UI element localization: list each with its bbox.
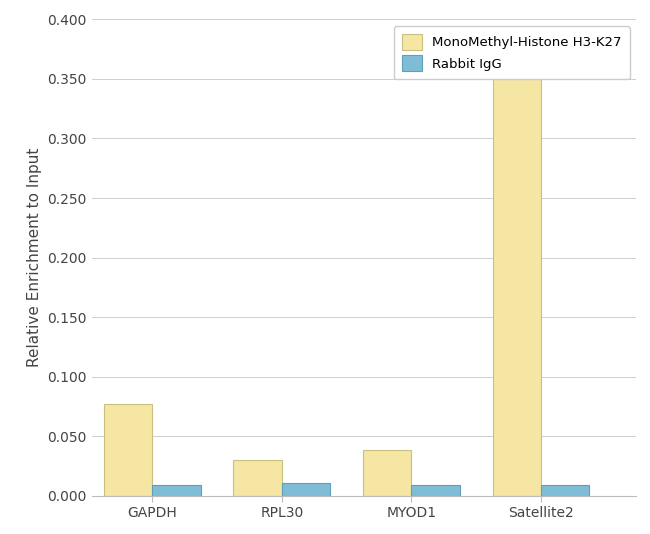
Y-axis label: Relative Enrichment to Input: Relative Enrichment to Input <box>27 148 42 367</box>
Bar <box>363 451 411 496</box>
Bar <box>282 483 330 496</box>
Bar <box>152 485 201 496</box>
Bar <box>233 460 282 496</box>
Bar <box>493 68 541 496</box>
Bar <box>411 485 460 496</box>
Bar <box>541 485 590 496</box>
Legend: MonoMethyl-Histone H3-K27, Rabbit IgG: MonoMethyl-Histone H3-K27, Rabbit IgG <box>394 26 629 79</box>
Bar <box>104 404 152 496</box>
